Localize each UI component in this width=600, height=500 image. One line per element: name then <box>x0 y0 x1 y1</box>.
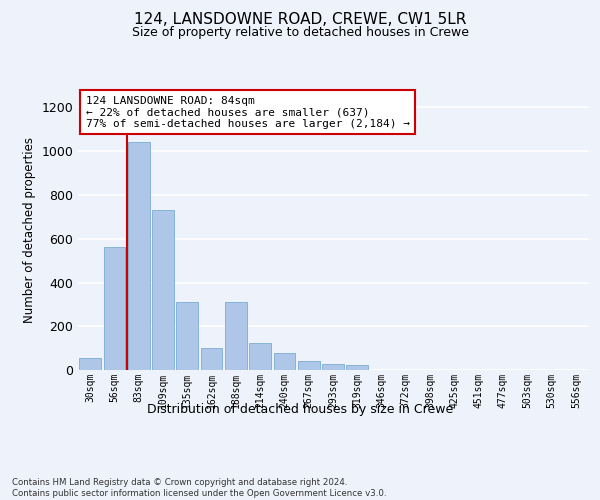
Bar <box>225 302 247 370</box>
Bar <box>249 342 271 370</box>
Bar <box>104 248 125 370</box>
Text: Contains HM Land Registry data © Crown copyright and database right 2024.
Contai: Contains HM Land Registry data © Crown c… <box>12 478 386 498</box>
Y-axis label: Number of detached properties: Number of detached properties <box>23 137 36 323</box>
Bar <box>322 364 344 370</box>
Bar <box>79 358 101 370</box>
Bar <box>200 348 223 370</box>
Text: Size of property relative to detached houses in Crewe: Size of property relative to detached ho… <box>131 26 469 39</box>
Text: 124 LANSDOWNE ROAD: 84sqm
← 22% of detached houses are smaller (637)
77% of semi: 124 LANSDOWNE ROAD: 84sqm ← 22% of detac… <box>86 96 410 129</box>
Bar <box>298 361 320 370</box>
Bar <box>128 142 149 370</box>
Bar <box>346 364 368 370</box>
Text: Distribution of detached houses by size in Crewe: Distribution of detached houses by size … <box>147 402 453 415</box>
Bar <box>152 210 174 370</box>
Bar <box>176 302 198 370</box>
Text: 124, LANSDOWNE ROAD, CREWE, CW1 5LR: 124, LANSDOWNE ROAD, CREWE, CW1 5LR <box>134 12 466 28</box>
Bar <box>274 352 295 370</box>
